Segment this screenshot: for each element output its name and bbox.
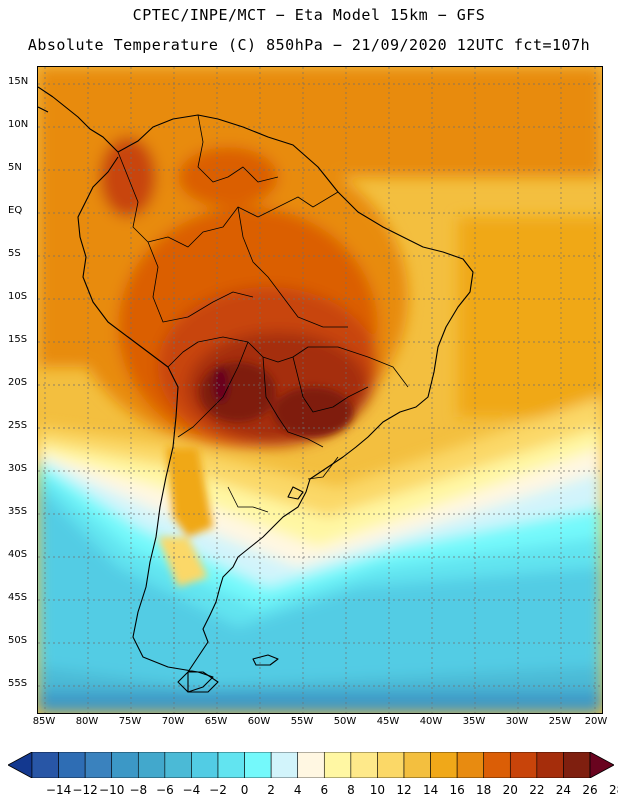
colorbar-cell xyxy=(137,752,166,778)
colorbar-cell xyxy=(164,752,192,778)
country-borders xyxy=(117,114,409,513)
colorbar-label: 18 xyxy=(476,783,492,797)
colorbar-label: 12 xyxy=(396,783,412,797)
lat-label: 10N xyxy=(8,119,29,130)
lat-label: 5N xyxy=(8,162,22,173)
colorbar-cell xyxy=(58,752,86,778)
colorbar-cell xyxy=(456,752,485,778)
temperature-map xyxy=(37,66,603,714)
lon-label: 50W xyxy=(333,716,357,727)
colorbar-cell xyxy=(217,752,245,778)
south-america-coastline xyxy=(52,96,474,693)
lon-label: 40W xyxy=(419,716,443,727)
colorbar-label: 16 xyxy=(449,783,465,797)
colorbar-cell xyxy=(111,752,139,778)
colorbar-cell xyxy=(430,752,458,778)
colorbar-label: 2 xyxy=(267,783,275,797)
colorbar-cell xyxy=(191,752,219,778)
colorbar-label: 10 xyxy=(369,783,386,797)
colorbar-label: 20 xyxy=(502,783,518,797)
lat-label: 10S xyxy=(8,291,28,302)
lon-label: 30W xyxy=(505,716,529,727)
colorbar-cell xyxy=(509,752,538,778)
colorbar-label: −10 xyxy=(99,783,125,797)
lat-label: 35S xyxy=(8,506,28,517)
lon-label: 85W xyxy=(32,716,56,727)
colorbar-label: −14 xyxy=(45,783,72,797)
colorbar-label: −12 xyxy=(72,783,98,797)
lon-label: 75W xyxy=(118,716,142,727)
central-america-coastline xyxy=(38,86,54,113)
lon-label: 20W xyxy=(584,716,608,727)
colorbar-cell xyxy=(323,752,352,778)
colorbar-cell xyxy=(244,752,272,778)
colorbar-cell xyxy=(483,752,511,778)
colorbar-label: 24 xyxy=(555,783,572,797)
lon-label: 45W xyxy=(376,716,400,727)
colorbar-label: 6 xyxy=(320,783,329,797)
lon-label: 55W xyxy=(290,716,314,727)
colorbar-label: −2 xyxy=(209,783,227,797)
colorbar-cell xyxy=(31,752,59,778)
colorbar-cell xyxy=(377,752,405,778)
colorbar-label: 28 xyxy=(608,783,618,797)
colorbar-cell xyxy=(270,752,299,778)
lat-label: 45S xyxy=(8,592,28,603)
colorbar-label: −6 xyxy=(156,783,174,797)
lon-label: 65W xyxy=(204,716,228,727)
lat-label: EQ xyxy=(8,205,23,216)
lon-label: 80W xyxy=(75,716,99,727)
title-line-2: Absolute Temperature (C) 850hPa − 21/09/… xyxy=(27,36,591,54)
lat-label: 55S xyxy=(8,678,28,689)
colorbar-label: 0 xyxy=(240,783,249,797)
colorbar-label: 22 xyxy=(529,783,545,797)
lat-label: 15N xyxy=(8,76,29,87)
lat-label: 5S xyxy=(8,248,21,259)
lat-label: 15S xyxy=(8,334,28,345)
lat-label: 40S xyxy=(8,549,28,560)
title-line-1: CPTEC/INPE/MCT − Eta Model 15km − GFS xyxy=(132,6,486,24)
colorbar-cell xyxy=(536,752,564,778)
colorbar xyxy=(8,752,614,778)
colorbar-label: −4 xyxy=(182,783,201,797)
colorbar-label: 26 xyxy=(582,783,598,797)
colorbar-cell xyxy=(350,752,378,778)
colorbar-label: −8 xyxy=(129,783,148,797)
colorbar-label: 4 xyxy=(293,783,302,797)
lon-label: 35W xyxy=(462,716,486,727)
colorbar-cell xyxy=(297,752,325,778)
lat-label: 20S xyxy=(8,377,28,388)
lat-label: 30S xyxy=(8,463,28,474)
lat-label: 50S xyxy=(8,635,28,646)
colorbar-label: 14 xyxy=(422,783,439,797)
colorbar-right-arrow-icon xyxy=(589,752,614,778)
colorbar-cell xyxy=(84,752,113,778)
colorbar-label: 8 xyxy=(347,783,355,797)
lon-label: 25W xyxy=(548,716,572,727)
lon-label: 60W xyxy=(247,716,271,727)
lat-label: 25S xyxy=(8,420,28,431)
colorbar-cell xyxy=(403,752,431,778)
colorbar-left-arrow-icon xyxy=(8,752,33,778)
lon-label: 70W xyxy=(161,716,185,727)
colorbar-cell xyxy=(563,752,591,778)
